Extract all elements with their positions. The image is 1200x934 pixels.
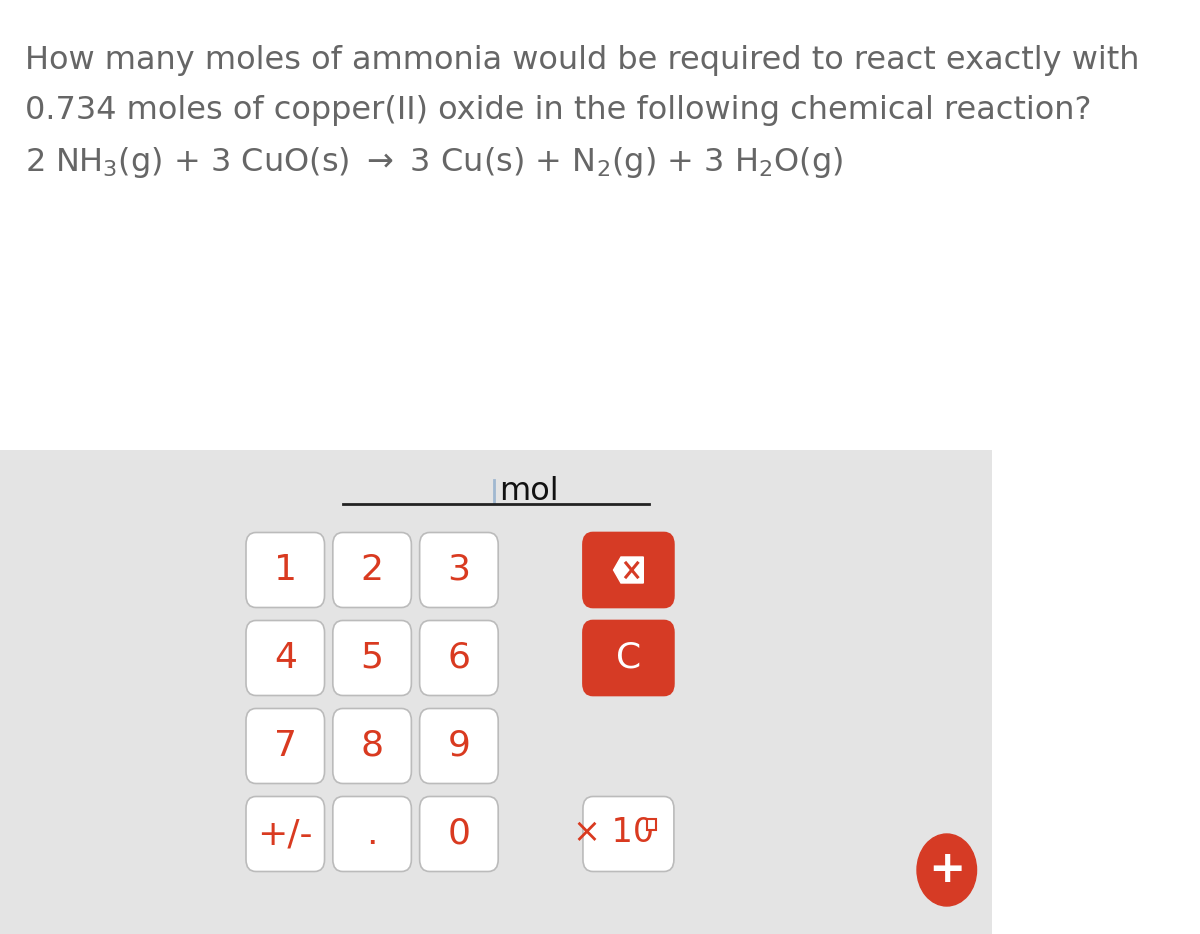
FancyBboxPatch shape: [583, 797, 674, 871]
FancyBboxPatch shape: [332, 709, 412, 784]
Text: 2: 2: [360, 553, 384, 587]
FancyBboxPatch shape: [420, 709, 498, 784]
Text: 8: 8: [360, 729, 384, 763]
FancyBboxPatch shape: [583, 620, 674, 696]
FancyBboxPatch shape: [332, 620, 412, 696]
Text: 5: 5: [360, 641, 384, 675]
Text: 6: 6: [448, 641, 470, 675]
Text: C: C: [616, 641, 641, 675]
Text: .: .: [366, 817, 378, 851]
FancyBboxPatch shape: [647, 818, 656, 829]
FancyBboxPatch shape: [420, 797, 498, 871]
FancyBboxPatch shape: [0, 0, 992, 450]
Text: 2 NH$_3$(g) + 3 CuO(s) $\rightarrow$ 3 Cu(s) + N$_2$(g) + 3 H$_2$O(g): 2 NH$_3$(g) + 3 CuO(s) $\rightarrow$ 3 C…: [25, 145, 844, 180]
Text: +: +: [928, 847, 966, 890]
FancyBboxPatch shape: [583, 532, 674, 607]
Text: 3: 3: [448, 553, 470, 587]
Text: 4: 4: [274, 641, 296, 675]
Text: 1: 1: [274, 553, 296, 587]
Text: × 10: × 10: [572, 815, 654, 848]
FancyBboxPatch shape: [420, 532, 498, 607]
Text: How many moles of ammonia would be required to react exactly with: How many moles of ammonia would be requi…: [25, 45, 1139, 76]
Text: 7: 7: [274, 729, 296, 763]
Circle shape: [917, 834, 977, 906]
FancyBboxPatch shape: [0, 450, 992, 934]
Text: 0: 0: [448, 817, 470, 851]
Text: mol: mol: [499, 475, 559, 506]
FancyBboxPatch shape: [246, 709, 324, 784]
FancyBboxPatch shape: [420, 620, 498, 696]
FancyBboxPatch shape: [246, 797, 324, 871]
FancyBboxPatch shape: [332, 797, 412, 871]
Text: 0.734 moles of copper(II) oxide in the following chemical reaction?: 0.734 moles of copper(II) oxide in the f…: [25, 95, 1091, 126]
FancyBboxPatch shape: [246, 532, 324, 607]
Text: 9: 9: [448, 729, 470, 763]
Polygon shape: [613, 557, 643, 583]
FancyBboxPatch shape: [332, 532, 412, 607]
Text: +/-: +/-: [258, 817, 313, 851]
FancyBboxPatch shape: [246, 620, 324, 696]
